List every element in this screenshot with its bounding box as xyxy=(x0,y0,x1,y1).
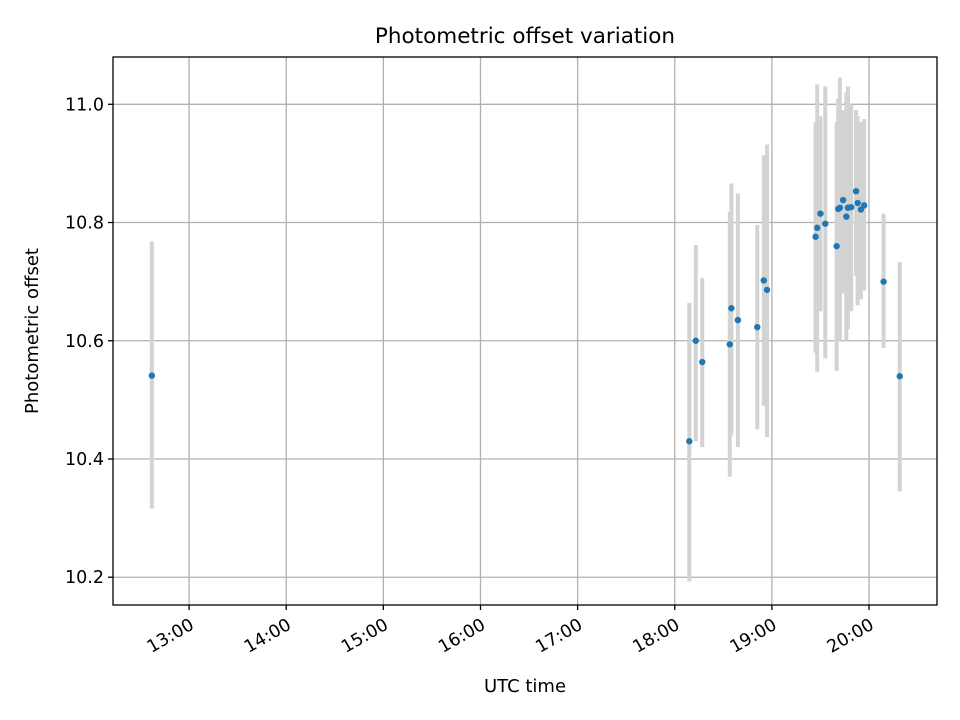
data-point xyxy=(860,202,868,209)
y-tick-label: 10.6 xyxy=(65,332,104,352)
data-point xyxy=(728,305,735,312)
x-axis-label: UTC time xyxy=(484,676,566,697)
data-point xyxy=(822,220,829,227)
data-markers xyxy=(148,187,903,445)
x-tick-label: 14:00 xyxy=(241,615,295,658)
x-tick-label: 20:00 xyxy=(824,615,878,658)
data-point xyxy=(833,242,840,250)
y-tick-label: 10.2 xyxy=(65,568,104,588)
y-tick-label: 10.8 xyxy=(65,214,104,234)
data-point xyxy=(699,358,706,366)
data-point xyxy=(148,372,156,379)
x-tick-label: 18:00 xyxy=(630,615,684,658)
data-point xyxy=(686,438,693,445)
x-axis-ticks: 13:00 14:00 15:00 16:00 17:00 18:00 19:00 20:00 xyxy=(144,605,878,658)
data-point xyxy=(843,213,850,220)
data-point xyxy=(726,341,733,348)
x-tick-label: 15:00 xyxy=(338,615,392,658)
y-tick-label: 11.0 xyxy=(65,95,104,115)
data-point xyxy=(734,316,742,324)
data-point xyxy=(814,224,821,232)
x-tick-label: 19:00 xyxy=(727,615,781,658)
data-point xyxy=(817,210,824,217)
y-tick-label: 10.4 xyxy=(65,450,104,470)
y-axis-ticks: 10.2 10.4 10.6 10.8 11.0 xyxy=(65,95,113,588)
chart-title: Photometric offset variation xyxy=(375,24,675,49)
data-point xyxy=(836,204,844,211)
y-axis-label: Photometric offset xyxy=(22,248,43,414)
data-point xyxy=(692,337,699,344)
x-tick-label: 13:00 xyxy=(144,615,198,658)
data-point xyxy=(812,233,819,240)
data-point xyxy=(848,203,855,211)
data-point xyxy=(763,286,771,294)
x-tick-label: 17:00 xyxy=(532,615,586,658)
error-bars xyxy=(149,77,902,582)
x-tick-label: 16:00 xyxy=(435,615,489,658)
data-point xyxy=(880,278,887,285)
data-point xyxy=(760,277,767,284)
data-point xyxy=(854,199,861,207)
data-point xyxy=(754,323,761,331)
data-point xyxy=(896,373,903,380)
data-point xyxy=(839,196,847,204)
grid-lines xyxy=(113,57,937,605)
plot-frame xyxy=(112,56,938,606)
data-point xyxy=(852,187,860,195)
